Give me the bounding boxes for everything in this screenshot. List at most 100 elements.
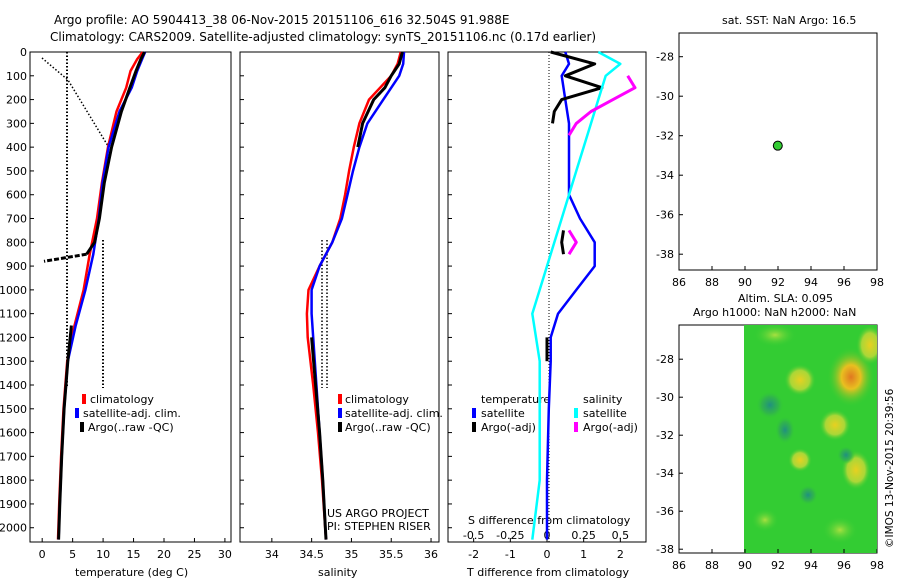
legend-satellite: satellite-adj. clim. <box>345 407 443 420</box>
map-x-tick-label: 96 <box>837 559 851 572</box>
x-tick-label: 20 <box>157 548 171 561</box>
data-series <box>43 50 783 540</box>
heatmap-cell <box>822 516 858 544</box>
legend-argo: Argo(..raw -QC) <box>88 421 174 434</box>
map-y-tick-label: -30 <box>656 391 674 404</box>
sla-map-title: Altim. SLA: 0.095 <box>738 292 833 305</box>
depth-tick-label: 1100 <box>0 308 27 321</box>
map-y-tick-label: -36 <box>656 209 674 222</box>
project-pi: PI: STEPHEN RISER <box>327 520 431 533</box>
s-diff-tick-label: 0.25 <box>571 529 596 542</box>
heatmap-cell <box>784 364 816 396</box>
heatmap-cell <box>756 391 784 419</box>
depth-tick-label: 1500 <box>0 403 27 416</box>
legend-swatch-climatology <box>338 394 342 404</box>
depth-tick-label: 1400 <box>0 379 27 392</box>
legend-satellite: satellite-adj. clim. <box>83 407 181 420</box>
temperature-panel <box>29 51 232 543</box>
series-line-argo-raw-qc- <box>85 51 146 256</box>
depth-tick-label: 0 <box>20 46 27 59</box>
legend-swatch-satellite <box>338 408 342 418</box>
legend-t-satellite: satellite <box>481 407 525 420</box>
legend-group-salinity: salinity <box>583 393 623 406</box>
float-location-marker <box>772 140 783 151</box>
map-y-tick-label: -30 <box>656 90 674 103</box>
depth-tick-label: 800 <box>6 236 27 249</box>
depth-tick-label: 1700 <box>0 450 27 463</box>
depth-tick-label: 300 <box>6 117 27 130</box>
legend-swatch-s-satellite <box>574 408 578 418</box>
x-tick-label: 36 <box>424 548 438 561</box>
sal-xlabel: salinity <box>318 566 358 579</box>
map-x-tick-label: 90 <box>738 559 752 572</box>
map-x-tick-label: 94 <box>804 559 818 572</box>
map-x-tick-label: 96 <box>837 276 851 289</box>
axes-ticks: 0100200300400500600700800900100011001200… <box>0 46 884 572</box>
legend-s-satellite: satellite <box>583 407 627 420</box>
sst-map-panel <box>678 32 878 271</box>
s-diff-tick-label: -0.25 <box>496 529 524 542</box>
series-line-argo-raw-qc- <box>356 51 404 148</box>
map-y-tick-label: -32 <box>656 130 674 143</box>
map-x-tick-label: 88 <box>705 559 719 572</box>
map-x-tick-label: 86 <box>672 559 686 572</box>
depth-tick-label: 500 <box>6 165 27 178</box>
x-tick-label: 25 <box>187 548 201 561</box>
legend-swatch-satellite <box>75 408 79 418</box>
s-diff-tick-label: -0.5 <box>463 529 484 542</box>
map-x-tick-label: 98 <box>870 276 884 289</box>
heatmap-cell <box>819 409 851 441</box>
series-line-t-argo <box>560 230 565 255</box>
x-tick-label: 35 <box>344 548 358 561</box>
depth-tick-label: 1000 <box>0 284 27 297</box>
x-tick-label: -1 <box>505 548 516 561</box>
series-line-s-argo <box>567 75 637 137</box>
imos-watermark: ©IMOS 13-Nov-2015 20:39:56 <box>884 388 896 548</box>
series-line-s-satellite <box>531 50 622 540</box>
map-y-tick-label: -38 <box>656 543 674 556</box>
header-line1: Argo profile: AO 5904413_38 06-Nov-2015 … <box>54 13 509 27</box>
x-tick-label: 0 <box>544 548 551 561</box>
map-x-tick-label: 90 <box>738 276 752 289</box>
series-line-satellite-adj-clim- <box>57 51 147 540</box>
salinity-panel <box>239 51 440 543</box>
map-y-tick-label: -34 <box>656 467 674 480</box>
x-tick-label: 35.5 <box>379 548 404 561</box>
map-x-tick-label: 94 <box>804 276 818 289</box>
sst-map-title: sat. SST: NaN Argo: 16.5 <box>722 14 856 27</box>
depth-tick-label: 1900 <box>0 498 27 511</box>
legend-climatology: climatology <box>90 393 154 406</box>
legend-swatch-s-argo <box>574 422 578 432</box>
map-y-tick-label: -34 <box>656 169 674 182</box>
map-x-tick-label: 92 <box>771 559 785 572</box>
project-name: US ARGO PROJECT <box>327 507 429 520</box>
x-tick-label: 34.5 <box>299 548 324 561</box>
depth-tick-label: 700 <box>6 213 27 226</box>
legend-s-argo: Argo(-adj) <box>583 421 638 434</box>
series-line-argo-raw-qc- <box>310 337 328 540</box>
x-tick-label: 10 <box>96 548 110 561</box>
legend-swatch-argo <box>338 422 342 432</box>
depth-tick-label: 200 <box>6 94 27 107</box>
depth-tick-label: 400 <box>6 141 27 154</box>
header-line2: Climatology: CARS2009. Satellite-adjuste… <box>50 30 596 44</box>
depth-tick-label: 1200 <box>0 331 27 344</box>
x-tick-label: -2 <box>468 548 479 561</box>
temp-legend: climatology satellite-adj. clim. Argo(..… <box>75 393 181 434</box>
legend-swatch-climatology <box>82 394 86 404</box>
x-tick-label: 2 <box>617 548 624 561</box>
x-tick-label: 30 <box>218 548 232 561</box>
x-tick-label: 34 <box>265 548 279 561</box>
series-line-argo-raw-qc- <box>57 325 73 540</box>
x-tick-label: 5 <box>69 548 76 561</box>
map-y-tick-label: -28 <box>656 51 674 64</box>
sal-legend: climatology satellite-adj. clim. Argo(..… <box>327 393 443 533</box>
map-x-tick-label: 88 <box>705 276 719 289</box>
heatmap-cell <box>837 446 855 464</box>
s-diff-tick-label: 0.5 <box>612 529 630 542</box>
legend-swatch-argo <box>80 422 84 432</box>
diff-xlabel: T difference from climatology <box>466 566 629 579</box>
map-y-tick-label: -28 <box>656 353 674 366</box>
map-x-tick-label: 98 <box>870 559 884 572</box>
